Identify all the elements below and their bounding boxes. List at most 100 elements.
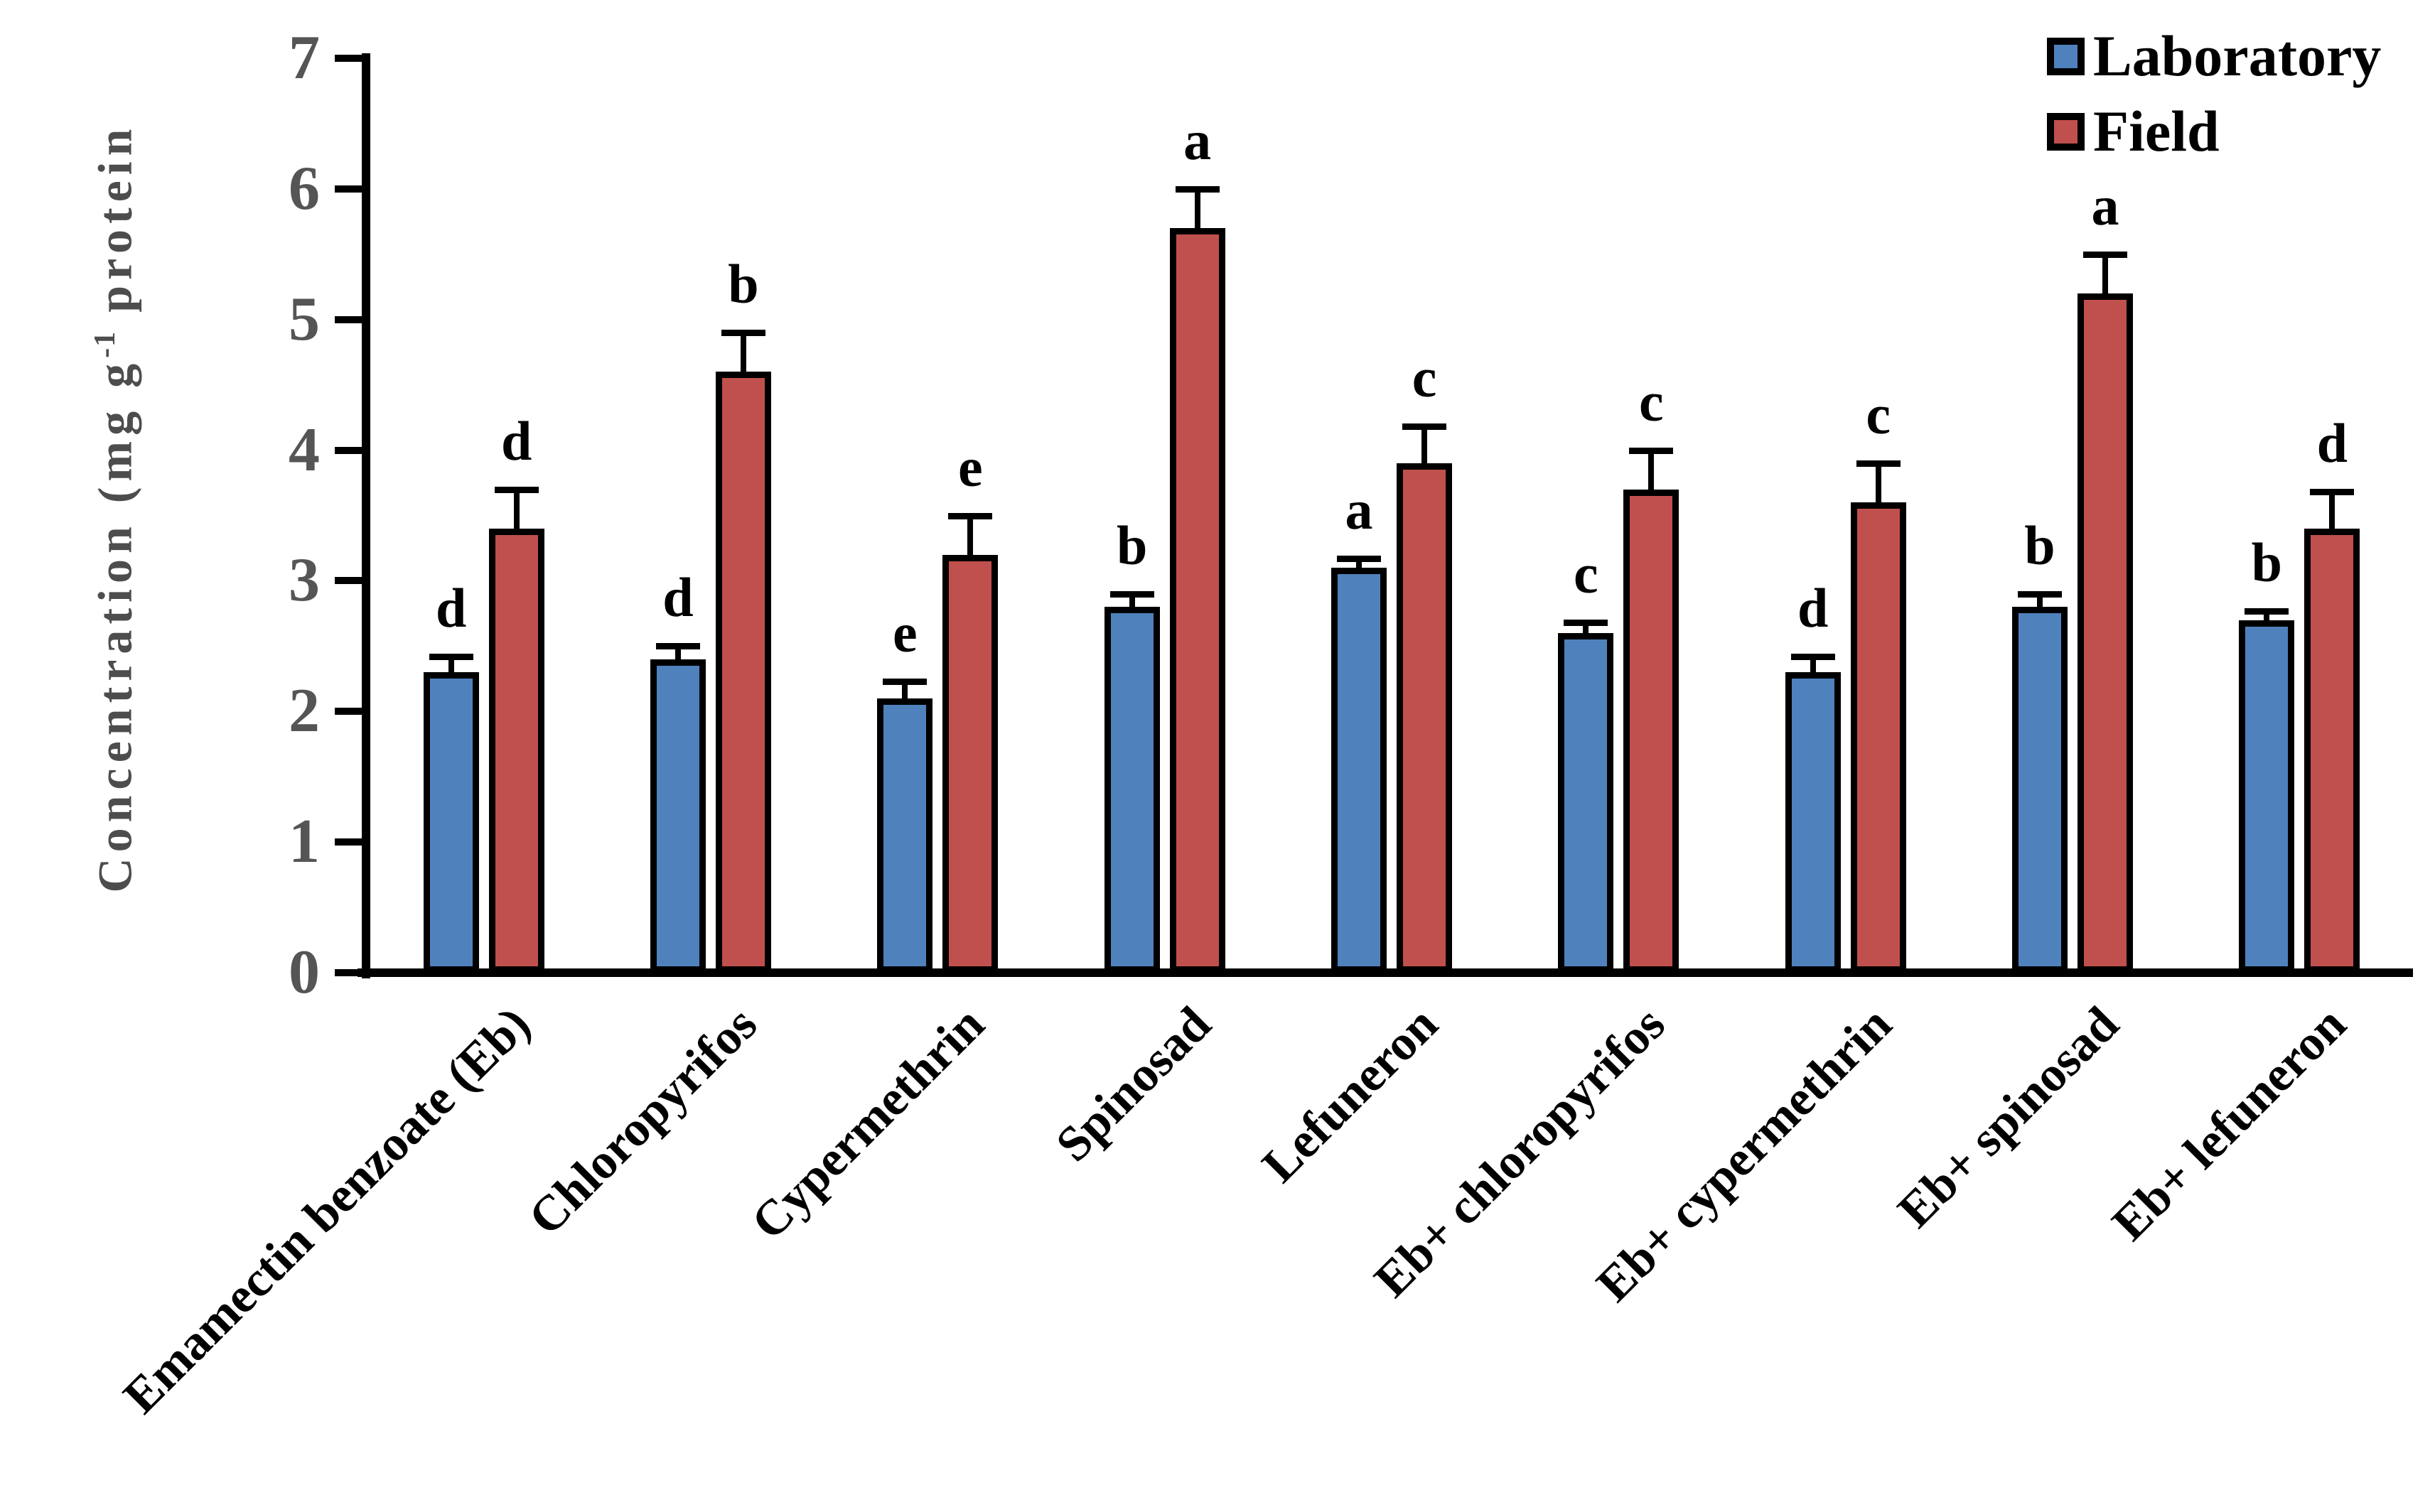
y-tick-mark — [335, 708, 362, 716]
error-bar-cap — [2083, 251, 2127, 258]
y-tick-mark — [335, 838, 362, 846]
y-axis-title-superscript: -1 — [87, 330, 122, 358]
error-bar-cap — [2310, 489, 2355, 496]
y-axis-title-text: Concentration (mg g — [87, 357, 142, 893]
bar-laboratory — [2012, 607, 2068, 973]
bar-field — [1397, 463, 1452, 973]
error-bar-stem — [2102, 254, 2108, 293]
legend-row-laboratory: Laboratory — [2047, 27, 2381, 85]
field-legend-swatch-icon — [2047, 112, 2085, 151]
x-axis-category-label: Cypermethrin — [741, 996, 995, 1251]
significance-letter: c — [1574, 543, 1598, 605]
significance-letter: b — [2024, 514, 2055, 576]
bar-field — [488, 528, 544, 973]
significance-letter: a — [1345, 479, 1373, 541]
error-bar-cap — [2245, 608, 2289, 615]
y-tick-label: 5 — [289, 284, 320, 354]
bar-field — [942, 554, 999, 973]
error-bar-stem — [2037, 593, 2043, 608]
bar-field — [716, 372, 771, 973]
significance-letter: d — [435, 577, 467, 639]
error-bar-cap — [1856, 460, 1901, 467]
error-bar-stem — [1356, 558, 1362, 568]
error-bar-cap — [721, 330, 765, 337]
error-bar-cap — [1109, 590, 1154, 598]
error-bar-cap — [1629, 447, 1674, 454]
y-tick-mark — [335, 969, 362, 976]
significance-letter: a — [1183, 109, 1212, 171]
significance-letter: c — [1639, 370, 1664, 433]
y-tick-label: 3 — [289, 546, 320, 615]
error-bar-stem — [1194, 188, 1200, 228]
bar-laboratory — [1104, 607, 1160, 973]
error-bar-stem — [1129, 593, 1135, 608]
significance-letter: a — [2091, 174, 2119, 237]
error-bar-cap — [1402, 423, 1446, 431]
y-tick-label: 6 — [289, 153, 320, 223]
x-axis-category-label: Emamectin benzoate (Eb) — [113, 996, 541, 1425]
significance-letter: d — [2316, 412, 2348, 475]
bar-laboratory — [1331, 568, 1387, 973]
bar-laboratory — [423, 672, 479, 973]
laboratory-legend-swatch-icon — [2047, 37, 2085, 75]
x-axis-category-label: Eb+ spinosad — [1888, 996, 2130, 1238]
significance-letter: b — [2251, 531, 2283, 593]
x-axis-category-label: Lefuneron — [1252, 996, 1449, 1194]
error-bar-stem — [902, 681, 908, 698]
error-bar-cap — [1564, 620, 1608, 627]
y-tick-label: 4 — [289, 415, 320, 485]
significance-letter: e — [958, 436, 983, 498]
bar-laboratory — [2239, 620, 2295, 973]
error-bar-stem — [1648, 450, 1655, 490]
significance-letter: e — [893, 601, 918, 664]
bar-field — [2077, 293, 2133, 973]
significance-letter: c — [1866, 383, 1891, 446]
error-bar-cap — [1337, 556, 1381, 563]
y-tick-label: 0 — [289, 938, 320, 1007]
error-bar-cap — [1175, 185, 1220, 193]
y-tick-mark — [335, 185, 362, 193]
significance-letter: b — [1116, 514, 1148, 576]
x-axis-category-label: Eb+ lefuneron — [2102, 996, 2357, 1251]
legend-label-field: Field — [2093, 99, 2220, 163]
y-axis-line — [362, 53, 370, 978]
y-tick-mark — [335, 446, 362, 454]
bar-field — [2304, 528, 2360, 973]
significance-letter: b — [728, 253, 759, 315]
error-bar-cap — [494, 486, 539, 493]
significance-letter: d — [1797, 577, 1829, 639]
significance-letter: d — [500, 409, 532, 472]
y-axis-title-suffix: protein — [87, 123, 142, 330]
legend-label-laboratory: Laboratory — [2093, 23, 2382, 88]
y-tick-label: 1 — [289, 807, 320, 877]
error-bar-stem — [1421, 426, 1427, 463]
error-bar-stem — [741, 333, 746, 372]
error-bar-stem — [2329, 492, 2335, 529]
y-tick-mark — [335, 315, 362, 323]
y-tick-label: 7 — [289, 23, 320, 92]
bar-field — [1169, 228, 1225, 973]
bar-laboratory — [650, 659, 706, 973]
bar-laboratory — [1558, 632, 1614, 973]
significance-letter: d — [662, 566, 694, 629]
error-bar-cap — [2018, 590, 2062, 598]
error-bar-cap — [948, 512, 993, 519]
bar-laboratory — [1785, 672, 1841, 973]
error-bar-stem — [1875, 463, 1881, 503]
error-bar-cap — [1790, 654, 1835, 661]
y-tick-label: 2 — [289, 676, 320, 746]
legend: Laboratory Field — [2047, 27, 2381, 178]
error-bar-stem — [675, 646, 681, 659]
bar-field — [1623, 489, 1679, 973]
error-bar-stem — [448, 657, 454, 673]
error-bar-cap — [429, 654, 473, 661]
significance-letter: c — [1412, 347, 1437, 409]
legend-row-field: Field — [2047, 102, 2381, 161]
bar-laboratory — [877, 698, 933, 973]
y-tick-mark — [335, 577, 362, 585]
error-bar-cap — [656, 643, 700, 650]
bar-field — [1850, 502, 1906, 973]
x-axis-category-label: Spinosad — [1046, 996, 1222, 1172]
error-bar-cap — [883, 678, 928, 685]
